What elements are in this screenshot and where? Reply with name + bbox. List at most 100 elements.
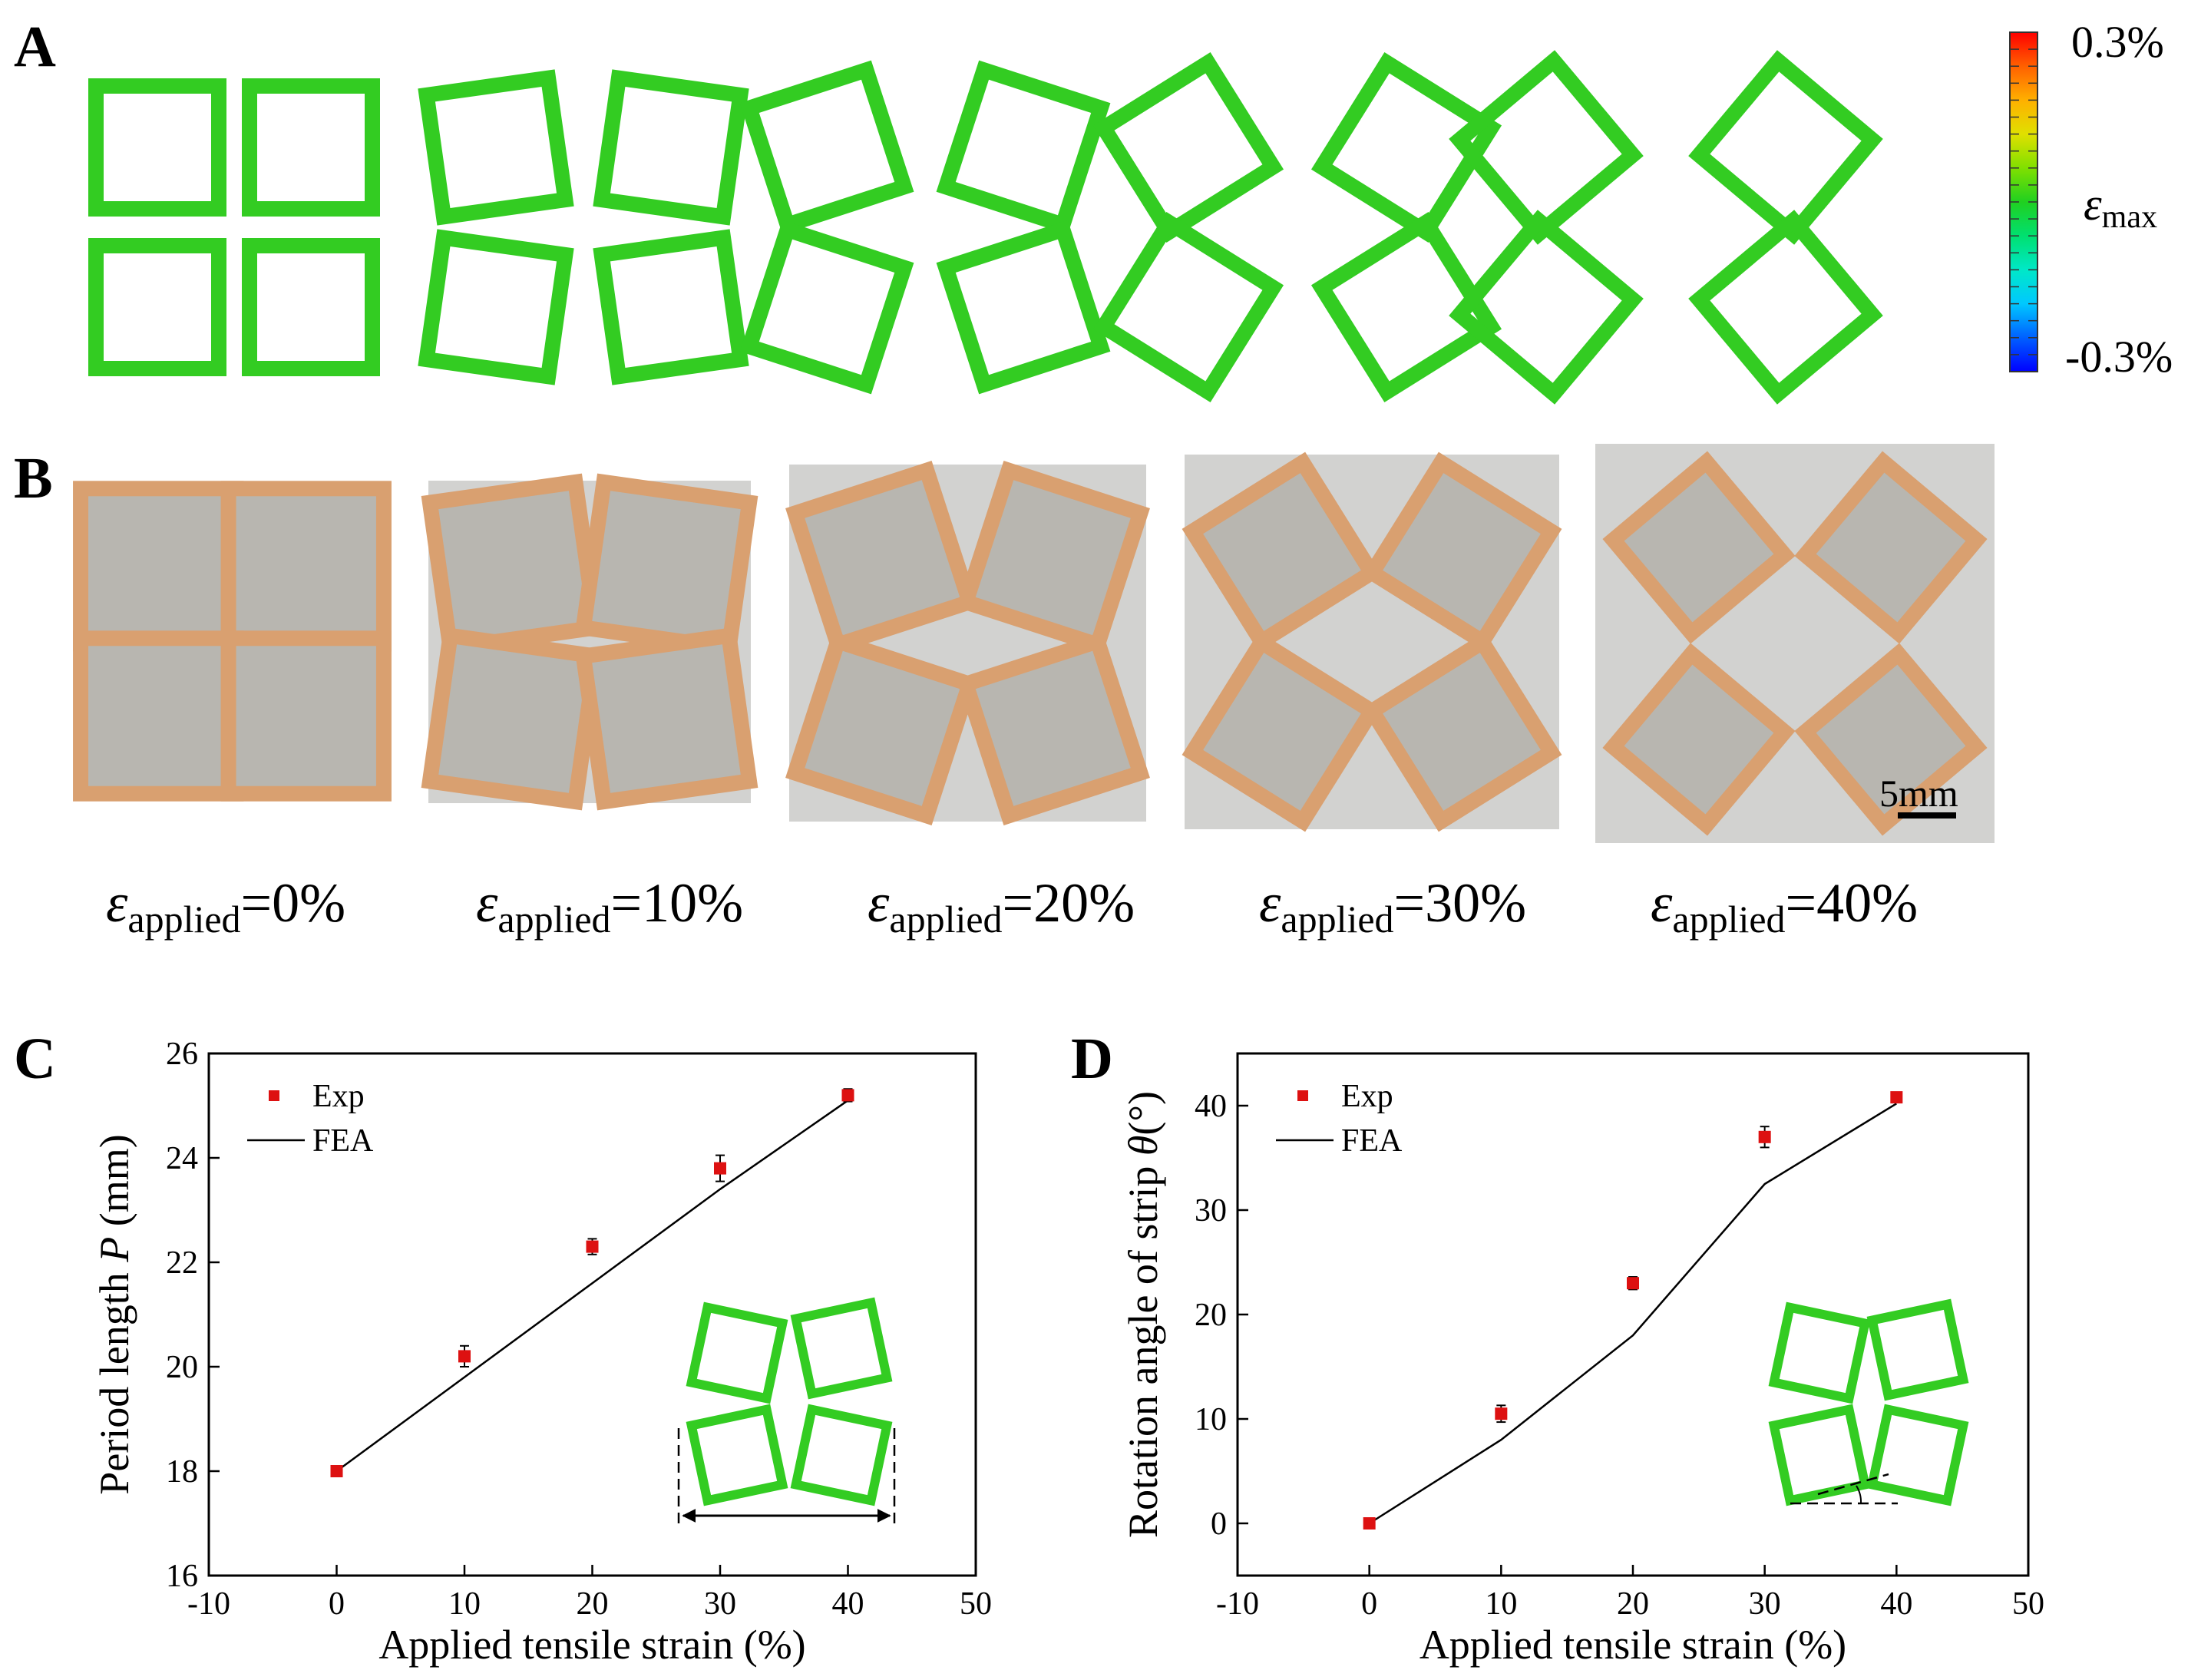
colorbar-max-label: 0.3% xyxy=(2071,17,2164,67)
fea-ring xyxy=(1449,50,1644,245)
chart-d-xtick-label: 50 xyxy=(2012,1586,2044,1622)
chart-c-legend-fea: FEA xyxy=(312,1123,374,1159)
inset-d-ring-square xyxy=(1768,1301,1871,1404)
photo-array xyxy=(73,444,1995,843)
photo-cell-square xyxy=(956,461,1150,655)
fea-ring-array xyxy=(88,50,1883,405)
chart-d-fea-line xyxy=(1369,1103,1897,1525)
photo-cell xyxy=(785,461,980,655)
inset-d-ring-square xyxy=(1866,1298,1969,1401)
photo-cell-square xyxy=(574,473,758,657)
photo-cell xyxy=(73,630,244,802)
colorbar-title: εmax xyxy=(2084,179,2157,235)
inset-c-ring xyxy=(686,1404,788,1506)
fea-ring xyxy=(418,69,574,226)
chart-d-exp-series xyxy=(1363,1091,1903,1530)
photo-cell xyxy=(785,631,980,825)
fea-ring xyxy=(1449,210,1644,405)
chart-d-ytick-label: 30 xyxy=(1195,1193,1227,1229)
fea-ring-square xyxy=(593,229,749,385)
fea-ring xyxy=(593,69,749,226)
chart-c-exp-point xyxy=(330,1465,343,1477)
chart-c-xtick-label: -10 xyxy=(187,1586,230,1622)
scale-bar-label: 5mm xyxy=(1879,772,1958,815)
applied-label-30: εapplied=30% xyxy=(1259,872,1526,941)
chart-d-fea-series xyxy=(1369,1103,1897,1525)
chart-c-xtick-label: 20 xyxy=(577,1586,609,1622)
panel-letter-a: A xyxy=(14,15,56,79)
applied-strain-labels: εapplied=0% εapplied=10% εapplied=20% εa… xyxy=(106,872,1918,941)
inset-d-ring-square xyxy=(1866,1404,1969,1506)
chart-c-legend: Exp FEA xyxy=(247,1079,374,1159)
fea-ring-square xyxy=(1092,51,1284,243)
photo-panel-40 xyxy=(1595,444,1995,843)
fea-ring xyxy=(1092,51,1284,243)
fea-ring xyxy=(1688,50,1883,245)
chart-d-exp-point xyxy=(1758,1130,1771,1143)
photo-cell-square xyxy=(785,461,980,655)
photo-cell xyxy=(1794,643,1988,836)
photo-panel-20 xyxy=(785,461,1150,825)
chart-c-exp-point xyxy=(714,1162,726,1175)
fea-ring-square xyxy=(1449,210,1644,405)
chart-d-legend-exp-marker xyxy=(1297,1090,1308,1101)
photo-cell xyxy=(1602,643,1796,836)
inset-c-ring xyxy=(790,1404,893,1506)
photo-cell-square xyxy=(1361,451,1562,653)
chart-c-inset xyxy=(677,1297,896,1528)
photo-cell-square xyxy=(1794,451,1988,644)
fea-ring xyxy=(242,78,380,217)
fea-ring xyxy=(88,78,226,217)
fea-ring xyxy=(1092,211,1284,403)
fea-ring-square xyxy=(1688,210,1883,405)
photo-cell-square xyxy=(785,631,980,825)
photo-cell-square xyxy=(421,627,605,811)
chart-c-ytick-label: 22 xyxy=(166,1245,198,1281)
panel-letter-b: B xyxy=(14,446,53,511)
chart-period-length: -10 0 10 20 30 40 50 16 18 20 22 24 26 Exp FEA Appli… xyxy=(91,1037,992,1668)
chart-c-ytick-label: 20 xyxy=(166,1350,198,1385)
inset-d-dashed-angle xyxy=(1817,1473,1889,1496)
applied-label-0: εapplied=0% xyxy=(106,872,345,941)
inset-d-ring xyxy=(1768,1404,1871,1506)
chart-d-xtick-label: 10 xyxy=(1485,1586,1517,1622)
chart-c-exp-point xyxy=(841,1089,854,1102)
photo-cell xyxy=(220,630,392,802)
photo-cell-square xyxy=(1182,631,1383,832)
photo-cell xyxy=(1361,631,1562,832)
inset-c-ring-square xyxy=(686,1404,788,1506)
fea-ring xyxy=(1310,211,1502,403)
photo-cell-square xyxy=(1361,631,1562,832)
chart-d-ytick-label: 20 xyxy=(1195,1298,1227,1333)
chart-d-inset xyxy=(1768,1298,1969,1506)
photo-cell xyxy=(956,461,1150,655)
inset-c-ring xyxy=(790,1297,893,1400)
photo-cell xyxy=(574,627,758,811)
photo-cell xyxy=(1182,451,1383,653)
fea-ring xyxy=(739,220,914,395)
colorbar-min-label: -0.3% xyxy=(2065,332,2173,382)
fea-ring xyxy=(1688,210,1883,405)
photo-cell xyxy=(1182,631,1383,832)
fea-ring-square xyxy=(936,60,1111,235)
fea-ring-square xyxy=(88,78,226,217)
fea-ring-square xyxy=(418,229,574,385)
chart-c-xtick-label: 0 xyxy=(329,1586,345,1622)
chart-c-xlabel: Applied tensile strain (%) xyxy=(378,1622,805,1668)
applied-label-40: εapplied=40% xyxy=(1651,872,1918,941)
fea-ring-square xyxy=(1310,211,1502,403)
chart-c-xtick-label: 10 xyxy=(448,1586,481,1622)
fea-ring-square xyxy=(1688,50,1883,245)
colorbar-symbol: ε xyxy=(2084,179,2102,230)
photo-cell xyxy=(1794,451,1988,644)
photo-cell xyxy=(956,631,1150,825)
photo-cell xyxy=(421,473,605,657)
chart-d-legend: Exp FEA xyxy=(1276,1079,1403,1159)
photo-cell-square xyxy=(220,630,392,802)
fea-ring-square xyxy=(739,60,914,235)
chart-d-xtick-label: 40 xyxy=(1880,1586,1912,1622)
fea-ring-square xyxy=(242,78,380,217)
chart-d-exp-point xyxy=(1495,1407,1508,1420)
photo-cell-square xyxy=(1182,451,1383,653)
colorbar: 0.3% -0.3% εmax xyxy=(2009,17,2173,382)
